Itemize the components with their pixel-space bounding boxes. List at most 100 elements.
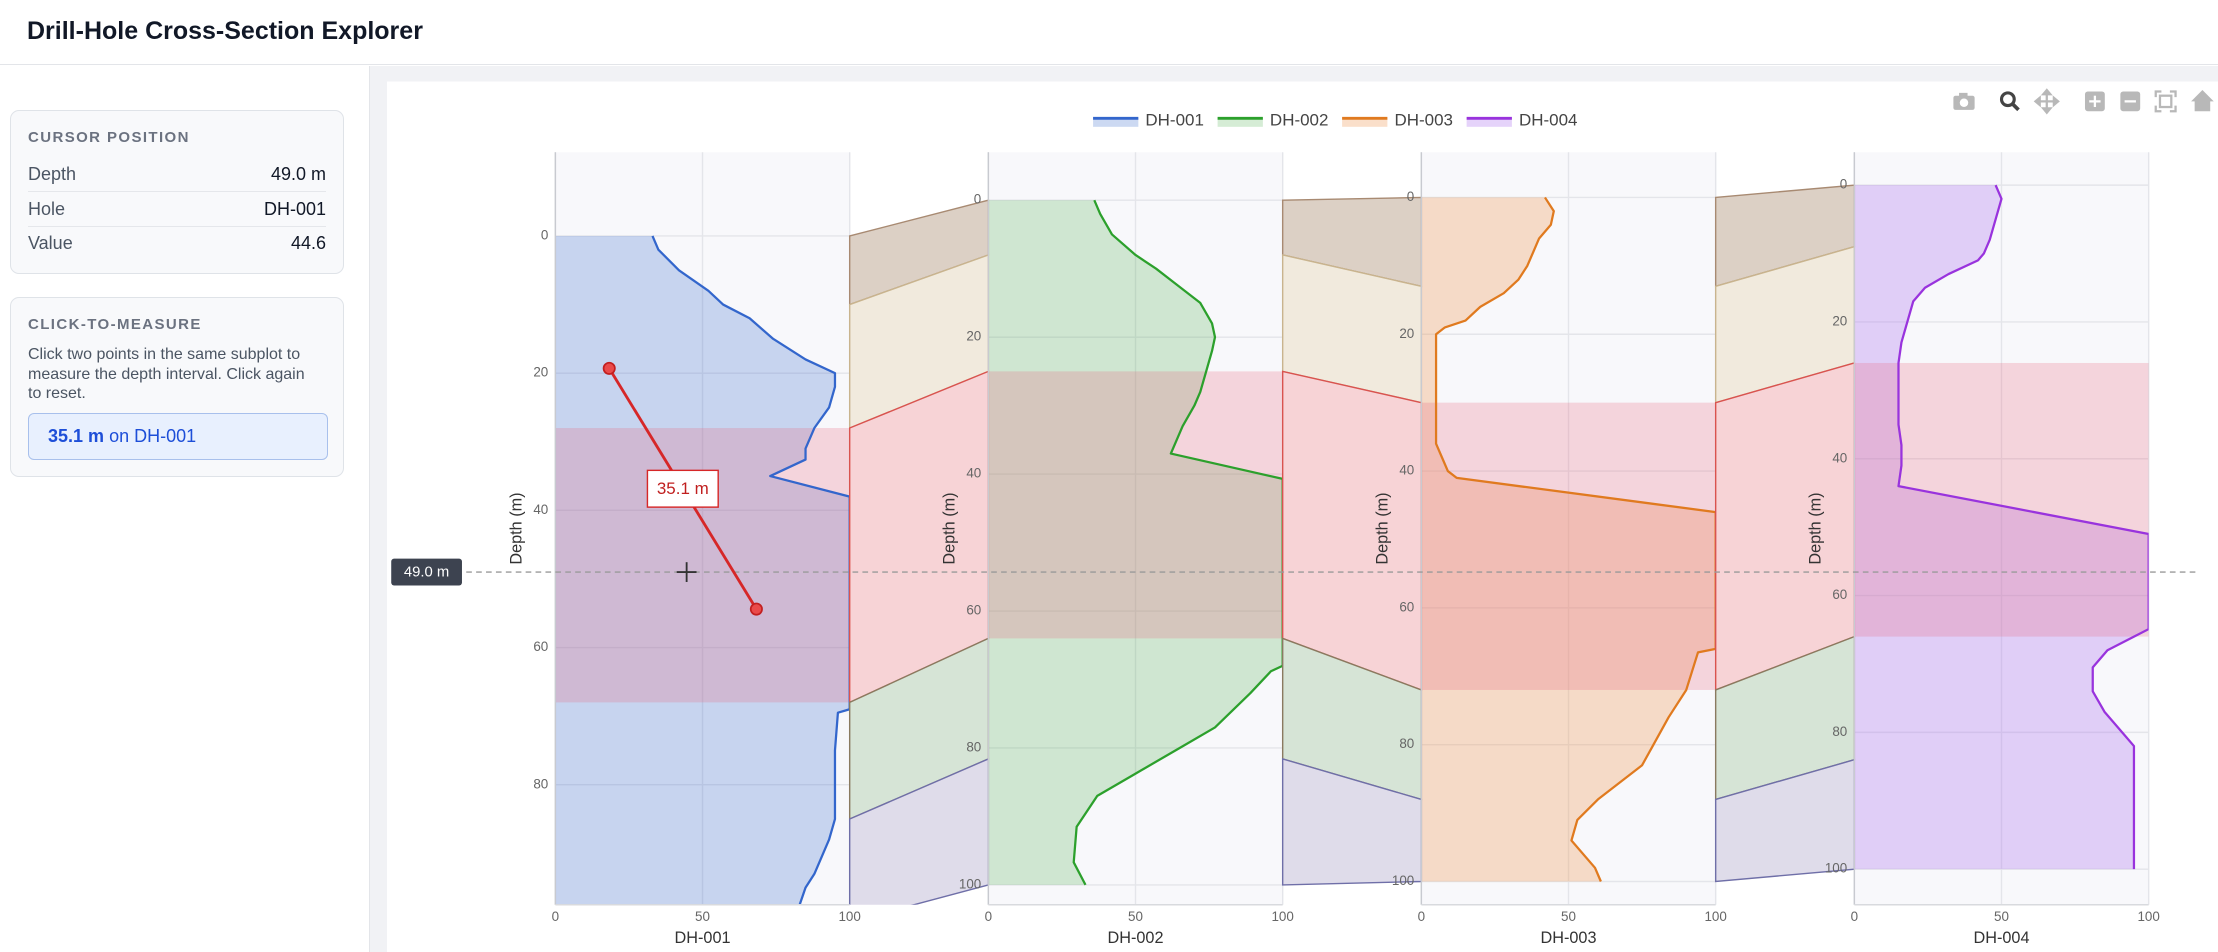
legend-swatch	[1466, 118, 1512, 127]
y-tick-label: 40	[966, 466, 981, 481]
x-tick-label: 50	[1994, 909, 2009, 924]
y-tick-label: 0	[1407, 189, 1414, 204]
legend-label[interactable]: DH-003	[1394, 111, 1452, 130]
x-tick-label: 0	[552, 909, 559, 924]
legend-label[interactable]: DH-001	[1145, 111, 1203, 130]
measure-point	[602, 361, 616, 375]
pan-button[interactable]	[2033, 88, 2060, 115]
cursor-label-box	[391, 558, 462, 586]
result-value: 35.1 m	[48, 426, 105, 446]
panel-heading: CURSOR POSITION	[28, 129, 190, 146]
y-tick-label: 80	[966, 740, 981, 755]
profile-area	[1421, 197, 1716, 882]
x-tick-label: 100	[2137, 909, 2159, 924]
y-axis-title: Depth (m)	[940, 492, 958, 564]
x-tick-label: 100	[1271, 909, 1293, 924]
info-row: Hole DH-001	[28, 192, 326, 227]
y-tick-label: 40	[1399, 463, 1414, 478]
row-value: DH-001	[263, 198, 326, 219]
x-tick-label: 100	[838, 909, 860, 924]
layer-highlight	[1421, 402, 1716, 690]
profile-area	[1854, 185, 2149, 870]
layer-highlight	[1854, 362, 2149, 637]
legend-swatch	[1342, 118, 1388, 127]
measure-point	[749, 602, 763, 616]
y-axis-title: Depth (m)	[507, 492, 525, 564]
cursor-label: 49.0 m	[404, 565, 449, 581]
zoom-out-button[interactable]	[2120, 91, 2141, 112]
measure-result: 35.1 m on DH-001	[28, 413, 328, 460]
profile-area	[988, 200, 1283, 885]
row-label: Value	[28, 233, 73, 253]
profile-line	[1434, 196, 1716, 882]
instructions: Click two points in the same subplot to …	[28, 346, 305, 402]
result-hole: on DH-001	[109, 426, 197, 446]
legend-swatch	[1093, 118, 1139, 127]
y-tick-label: 0	[541, 228, 548, 243]
y-tick-label: 20	[1832, 313, 1847, 328]
sidebar: CURSOR POSITION Depth 49.0 m Hole DH-001 V…	[0, 66, 370, 952]
x-tick-label: 0	[985, 909, 992, 924]
x-axis-title: DH-002	[1108, 929, 1164, 947]
x-tick-label: 0	[1851, 909, 1858, 924]
zoom-button[interactable]	[1999, 91, 2020, 112]
camera-button[interactable]	[1953, 92, 1975, 110]
y-tick-label: 40	[533, 502, 548, 517]
header: Drill-Hole Cross-Section Explorer	[0, 0, 2218, 65]
reset-button[interactable]	[2191, 90, 2214, 112]
layer-highlight	[988, 371, 1283, 639]
y-tick-label: 60	[1832, 587, 1847, 602]
y-tick-label: 100	[1392, 873, 1414, 888]
x-tick-label: 50	[1561, 909, 1576, 924]
y-axis-title: Depth (m)	[1373, 492, 1391, 564]
y-tick-label: 80	[1832, 724, 1847, 739]
correlation-layer	[1281, 370, 1423, 691]
info-row: Value 44.6	[28, 226, 326, 260]
x-tick-label: 0	[1418, 909, 1425, 924]
x-axis-title: DH-004	[1973, 929, 2029, 947]
row-value: 49.0 m	[270, 164, 326, 184]
row-value: 44.6	[290, 233, 326, 253]
row-label: Depth	[28, 164, 77, 184]
modebar	[1953, 88, 2214, 115]
y-tick-label: 20	[533, 365, 548, 380]
y-tick-label: 60	[1399, 599, 1414, 614]
plot-area: 0 20 40 60 80 0 50 100 DH-001 Depth (m) 0 20 40 60 80 1…	[370, 66, 2218, 952]
correlation-layer	[1714, 362, 1856, 691]
profile-line	[651, 235, 850, 905]
y-tick-label: 60	[966, 603, 981, 618]
y-tick-label: 0	[1840, 177, 1847, 192]
legend-label[interactable]: DH-004	[1519, 111, 1577, 130]
y-tick-label: 20	[1399, 326, 1414, 341]
autoscale-button[interactable]	[2154, 90, 2177, 113]
y-tick-label: 0	[974, 192, 981, 207]
measure-label: 35.1 m	[657, 479, 709, 498]
row-label: Hole	[28, 198, 66, 219]
x-axis-title: DH-001	[675, 929, 731, 947]
zoom-in-button[interactable]	[2084, 91, 2105, 112]
y-tick-label: 40	[1832, 450, 1847, 465]
y-tick-label: 100	[1825, 861, 1847, 876]
measure-panel: CLICK-TO-MEASURE Click two points in the…	[10, 297, 344, 477]
y-axis-title: Depth (m)	[1806, 492, 1824, 564]
y-tick-label: 80	[1399, 736, 1414, 751]
legend-label[interactable]: DH-002	[1270, 111, 1328, 130]
layer-highlight	[555, 428, 850, 703]
x-tick-label: 100	[1704, 909, 1726, 924]
x-axis-title: DH-003	[1541, 929, 1597, 947]
info-row: Depth 49.0 m	[28, 157, 326, 192]
y-tick-label: 20	[966, 329, 981, 344]
cursor-panel: CURSOR POSITION Depth 49.0 m Hole DH-001 V…	[10, 110, 344, 274]
x-tick-label: 50	[1128, 909, 1143, 924]
app-title: Drill-Hole Cross-Section Explorer	[27, 17, 423, 45]
profile-line	[1072, 199, 1283, 886]
legend-swatch	[1217, 118, 1263, 127]
x-tick-label: 50	[695, 909, 710, 924]
y-tick-label: 60	[533, 639, 548, 654]
profile-line	[1897, 184, 2149, 870]
measure-label-box	[646, 469, 719, 508]
y-tick-label: 100	[959, 876, 981, 891]
y-tick-label: 80	[533, 776, 548, 791]
panel-heading: CLICK-TO-MEASURE	[28, 316, 202, 333]
